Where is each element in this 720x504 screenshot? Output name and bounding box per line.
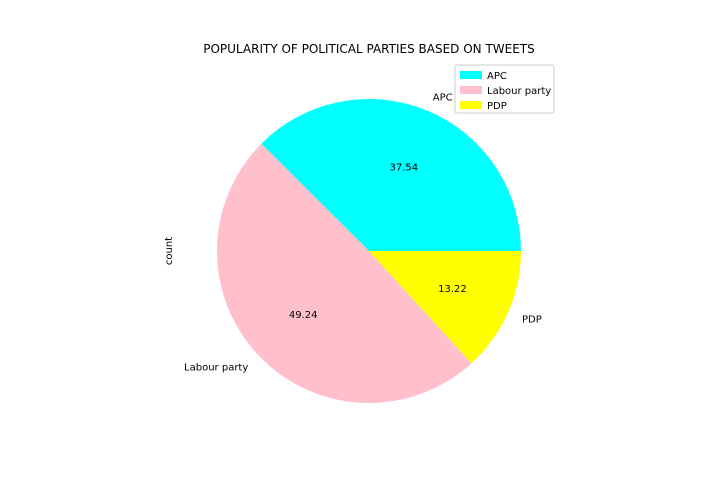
legend-label-pdp: PDP bbox=[487, 101, 507, 112]
slice-label-labour-party: Labour party bbox=[184, 363, 248, 374]
legend-swatch-labour-party bbox=[460, 86, 482, 94]
pie-slice-pdp bbox=[369, 251, 521, 364]
pie-slice-apc bbox=[261, 98, 521, 251]
slice-label-pdp: PDP bbox=[522, 314, 542, 325]
legend-swatch-apc bbox=[460, 71, 482, 79]
y-axis-label: count bbox=[164, 237, 175, 265]
percent-label-apc: 37.54 bbox=[389, 163, 418, 174]
slice-labels: APC Labour party PDP bbox=[184, 92, 542, 373]
legend-swatch-pdp bbox=[460, 101, 482, 109]
legend-label-apc: APC bbox=[487, 71, 507, 82]
percent-label-labour-party: 49.24 bbox=[289, 310, 318, 321]
percent-labels: 37.54 49.24 13.22 bbox=[289, 163, 467, 321]
pie-slices bbox=[216, 98, 521, 404]
legend-label-labour-party: Labour party bbox=[487, 86, 551, 97]
pie-slice-labour-party bbox=[216, 143, 472, 404]
percent-label-pdp: 13.22 bbox=[438, 284, 467, 295]
legend: APC Labour party PDP bbox=[454, 64, 555, 114]
slice-label-apc: APC bbox=[433, 92, 453, 103]
chart-title: POPULARITY OF POLITICAL PARTIES BASED ON… bbox=[203, 42, 535, 56]
